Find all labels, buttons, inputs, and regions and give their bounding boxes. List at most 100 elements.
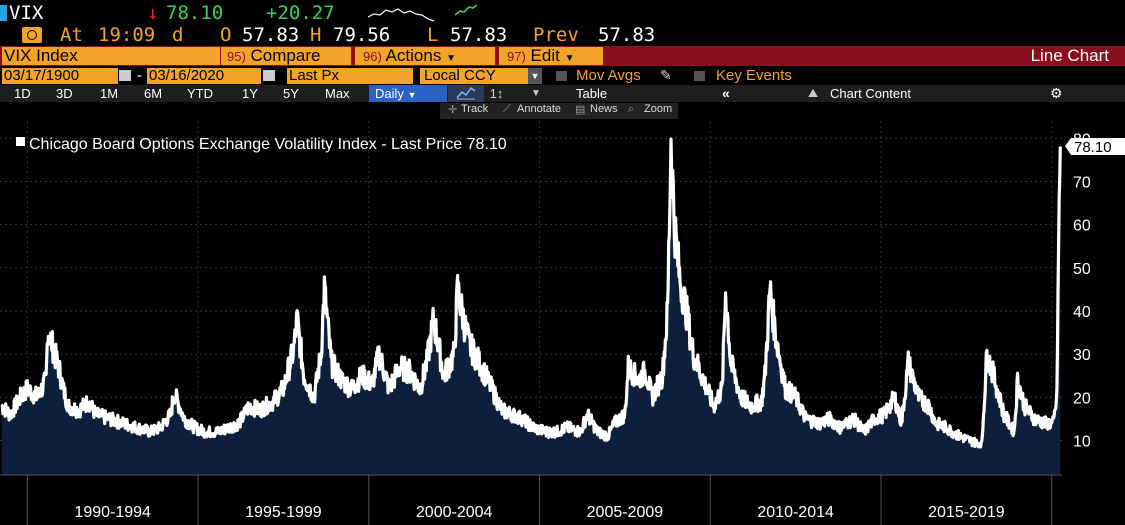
y-tick-label: 40 [1073, 304, 1091, 321]
date-dash: - [137, 67, 142, 84]
start-date-field[interactable]: 03/17/1900 [2, 68, 118, 84]
gear-icon[interactable]: ⚙ [1050, 85, 1063, 101]
open-value: 57.83 [242, 24, 300, 46]
y-tick-label: 70 [1073, 174, 1091, 191]
range-bar: 1D 3D 1M 6M YTD 1Y 5Y Max Daily ▼ 1↕ ▼ T… [0, 85, 1125, 102]
annotate-icon: ⟋ [503, 103, 511, 115]
y-axis: 10 20 30 40 50 60 70 80 [1073, 131, 1091, 450]
clock-icon [22, 27, 42, 43]
settings-bar: 03/17/1900 - 03/16/2020 Last Px Local CC… [0, 67, 1125, 85]
chart-type-label: Line Chart [1030, 46, 1109, 65]
chart-grid [0, 121, 1062, 475]
chart-title: Chicago Board Options Exchange Volatilit… [29, 136, 507, 153]
range-5y[interactable]: 5Y [283, 86, 299, 101]
field-select[interactable]: Last Px [287, 68, 413, 84]
chart-style-dropdown-icon[interactable]: ▼ [531, 88, 541, 99]
edit-button[interactable]: 97) Edit ▼ [499, 47, 603, 65]
y-tick-label: 10 [1073, 433, 1091, 450]
x-period-label: 1990-1994 [74, 504, 151, 521]
collapse-icon[interactable]: « [722, 85, 730, 101]
last-price: 78.10 [166, 2, 224, 24]
crosshair-icon: ✛ [448, 104, 458, 116]
last-value-label: 78.10 [1074, 139, 1112, 156]
currency-dropdown-icon[interactable]: ▼ [528, 68, 542, 84]
actions-dropdown-icon: ▼ [446, 53, 456, 64]
frequency-select[interactable]: Daily ▼ [369, 85, 447, 102]
ohlc-icon: 1↕ [486, 86, 504, 101]
series-area [1, 139, 1061, 475]
last-value-tag: 78.10 [1065, 138, 1125, 156]
range-3d[interactable]: 3D [56, 86, 73, 101]
prev-value: 57.83 [598, 24, 656, 46]
x-period-label: 2010-2014 [757, 504, 834, 521]
at-label: At [60, 24, 83, 46]
calendar-icon[interactable] [119, 70, 131, 81]
frequency-dropdown-icon: ▼ [407, 90, 417, 100]
open-label: O [220, 24, 232, 46]
ticker-label[interactable]: VIX [9, 2, 44, 24]
end-date-field[interactable]: 03/16/2020 [147, 68, 261, 84]
range-1y[interactable]: 1Y [242, 86, 258, 101]
compare-button[interactable]: 95) Compare [221, 47, 351, 65]
security-name: VIX Index [4, 46, 78, 65]
mov-avgs-label: Mov Avgs [576, 67, 641, 84]
high-value: 79.56 [333, 24, 391, 46]
edit-label: Edit [530, 46, 560, 65]
track-button[interactable]: Track [461, 103, 489, 115]
zoom-button[interactable]: Zoom [644, 103, 673, 115]
quote-header: VIX ↓ 78.10 +20.27 [0, 2, 1125, 24]
end-date: 03/16/2020 [149, 67, 225, 84]
actions-button[interactable]: 96) Actions ▼ [355, 47, 495, 65]
currency-select[interactable]: Local CCY [420, 68, 528, 84]
trend-sparkline-icon [455, 4, 477, 16]
annotate-button[interactable]: Annotate [517, 103, 562, 115]
x-period-label: 1995-1999 [245, 504, 322, 521]
x-period-label: 2000-2004 [416, 504, 493, 521]
line-chart-toggle[interactable] [448, 85, 484, 102]
security-field[interactable]: VIX Index [2, 47, 220, 65]
ticker-marker [0, 5, 7, 21]
currency-value: Local CCY [424, 67, 496, 84]
chart-tools: ✛ Track ⟋ Annotate ▤ News ⌕ Zoom [0, 102, 1125, 119]
tools-strip [440, 103, 678, 119]
y-tick-label: 50 [1073, 261, 1091, 278]
chart-content-button[interactable]: Chart Content [830, 86, 911, 101]
legend-swatch [16, 137, 25, 146]
news-icon: ▤ [575, 104, 586, 116]
line-chart-icon [456, 86, 476, 100]
chart-legend: Chicago Board Options Exchange Volatilit… [16, 136, 507, 153]
range-1d[interactable]: 1D [14, 86, 31, 101]
table-button[interactable]: Table [576, 86, 608, 101]
y-tick-label: 30 [1073, 347, 1091, 364]
x-axis: 1990-1994 1995-1999 2000-2004 2005-2009 2010… [0, 474, 1062, 525]
compare-label: Compare [250, 46, 321, 65]
intraday-sparkline-icon [368, 8, 435, 22]
field-value: Last Px [289, 67, 340, 84]
x-period-label: 2015-2019 [928, 504, 1005, 521]
series-line [0, 137, 1062, 449]
pencil-icon[interactable]: ✎ [660, 67, 672, 83]
actions-label: Actions [385, 46, 442, 65]
down-arrow-icon: ↓ [147, 2, 159, 24]
key-events-checkbox[interactable] [694, 71, 705, 81]
prev-label: Prev [533, 24, 579, 46]
y-tick-label: 80 [1073, 131, 1091, 148]
chart-content-icon: ⛰ [808, 86, 819, 100]
range-6m[interactable]: 6M [144, 86, 163, 101]
range-max[interactable]: Max [325, 86, 350, 101]
actions-num: 96) [363, 49, 382, 64]
high-label: H [310, 24, 322, 46]
bar-chart-toggle[interactable]: 1↕ [486, 85, 522, 102]
news-button[interactable]: News [590, 103, 618, 115]
y-tick-label: 20 [1073, 390, 1091, 407]
range-1m[interactable]: 1M [100, 86, 119, 101]
key-events-label: Key Events [716, 67, 792, 84]
calendar-icon[interactable] [263, 70, 275, 81]
mov-avgs-checkbox[interactable] [556, 71, 567, 81]
range-ytd[interactable]: YTD [187, 86, 213, 101]
start-date: 03/17/1900 [4, 67, 80, 84]
time-flag: d [172, 24, 184, 46]
y-tick-label: 60 [1073, 218, 1091, 235]
low-value: 57.83 [450, 24, 508, 46]
x-period-label: 2005-2009 [587, 504, 664, 521]
